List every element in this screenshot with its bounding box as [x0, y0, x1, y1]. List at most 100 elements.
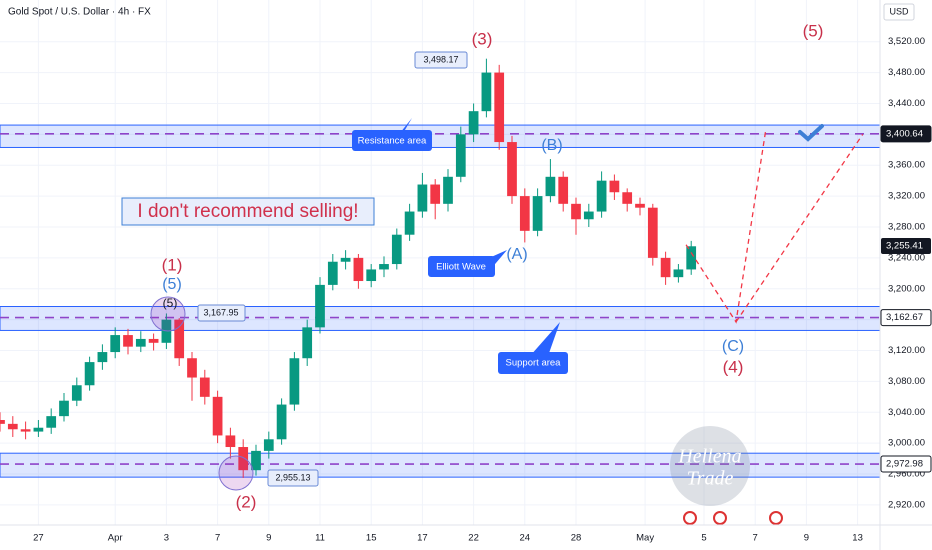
wave-label: (B)	[541, 137, 562, 154]
x-tick-label: 7	[753, 533, 758, 544]
candle-body	[199, 377, 210, 397]
wave-circle	[218, 455, 254, 491]
candle-body	[507, 142, 517, 197]
candle-body	[660, 257, 671, 278]
wave-label: (1)	[162, 255, 183, 274]
x-tick-label: 9	[266, 533, 271, 544]
wave-label: (5)	[803, 21, 824, 40]
candle-body	[263, 439, 274, 451]
x-tick-label: 5	[701, 533, 706, 544]
candle-body	[468, 111, 479, 135]
axes: 3,520.003,480.003,440.003,400.003,360.00…	[33, 36, 932, 544]
candle-body	[0, 420, 5, 424]
callout-text: Elliott Wave	[436, 262, 486, 273]
candle-body	[123, 335, 133, 347]
candle-body	[59, 400, 69, 417]
candle-body	[647, 207, 658, 258]
y-tick-label: 3,080.00	[888, 376, 925, 387]
x-tick-label: 7	[215, 533, 220, 544]
y-tick-label: 3,440.00	[888, 98, 925, 109]
price-tag	[880, 309, 932, 327]
candle-body	[532, 196, 543, 231]
price-note	[267, 469, 319, 487]
price-note-text: 2,955.13	[275, 472, 310, 482]
candle-body	[417, 184, 428, 212]
candle-body	[71, 385, 82, 401]
zone	[0, 124, 880, 148]
price-note-text: 3,498.17	[423, 54, 458, 64]
event-icon	[683, 511, 697, 525]
y-tick-label: 3,120.00	[888, 345, 925, 356]
price-tag-label: 3,400.64	[886, 128, 923, 139]
candle-body	[46, 416, 57, 428]
event-icon	[713, 511, 727, 525]
y-tick-label: 3,040.00	[888, 407, 925, 418]
wave-label: (C)	[722, 338, 744, 355]
candle-body	[609, 180, 620, 193]
projection-line	[685, 131, 767, 324]
candle-body	[97, 352, 108, 363]
y-tick-label: 3,240.00	[888, 252, 925, 263]
candle-body	[366, 269, 377, 282]
advice-box	[121, 197, 375, 226]
candle-body	[135, 338, 146, 347]
callout-text: Resistance area	[358, 136, 427, 147]
candle-body	[455, 134, 466, 177]
price-note	[414, 51, 468, 69]
candle-body	[379, 264, 389, 270]
y-tick-label: 3,200.00	[888, 283, 925, 294]
y-tick-label: 2,920.00	[888, 499, 925, 510]
wave-label: (4)	[723, 357, 744, 376]
candle-body	[583, 211, 594, 220]
x-tick-label: Apr	[108, 533, 123, 544]
candle-body	[353, 257, 364, 282]
x-tick-label: 9	[804, 533, 809, 544]
candle-body	[327, 261, 338, 285]
candle-body	[443, 176, 453, 204]
candle-body	[251, 450, 261, 471]
checkmark	[798, 124, 824, 142]
candle-body	[302, 327, 313, 359]
price-tag	[880, 455, 932, 473]
event-icon	[769, 511, 783, 525]
candle-body	[148, 338, 159, 343]
y-tick-label: 3,360.00	[888, 160, 925, 171]
candle-body	[225, 435, 236, 448]
chart-title: Gold Spot / U.S. Dollar · 4h · FX	[8, 7, 151, 18]
callout	[498, 352, 568, 374]
price-tag	[881, 237, 931, 254]
y-tick-label: 3,280.00	[888, 222, 925, 233]
candle-body	[635, 203, 645, 208]
candle-body	[238, 447, 249, 471]
price-tag-label: 3,255.41	[886, 240, 923, 251]
price-note	[197, 304, 246, 322]
currency-box	[883, 3, 915, 21]
candle-body	[7, 423, 18, 430]
candle-body	[289, 358, 300, 405]
zone	[0, 306, 880, 331]
candle-body	[276, 404, 287, 440]
wave-label: (5)	[163, 296, 178, 310]
candle-body	[110, 335, 121, 353]
currency: USD	[889, 6, 909, 16]
callout	[352, 130, 432, 151]
candle-body	[571, 203, 581, 220]
candle-body	[430, 184, 441, 204]
watermark: Trade	[687, 468, 734, 490]
x-tick-label: May	[636, 533, 654, 544]
y-tick-label: 3,000.00	[888, 438, 925, 449]
y-tick-label: 3,480.00	[888, 67, 925, 78]
x-tick-label: 27	[33, 533, 44, 544]
candle-body	[33, 427, 44, 432]
x-tick-label: 3	[164, 533, 169, 544]
y-tick-label: 2,960.00	[888, 469, 925, 480]
watermark: Hellena	[677, 446, 741, 468]
wave-label: (3)	[472, 29, 493, 48]
candle-body	[212, 396, 223, 436]
wave-label: (2)	[236, 492, 257, 511]
y-tick-label: 3,320.00	[888, 191, 925, 202]
candle-body	[187, 358, 197, 378]
callout-text: Support area	[506, 358, 562, 369]
zone	[0, 452, 880, 478]
x-tick-label: 22	[468, 533, 479, 544]
